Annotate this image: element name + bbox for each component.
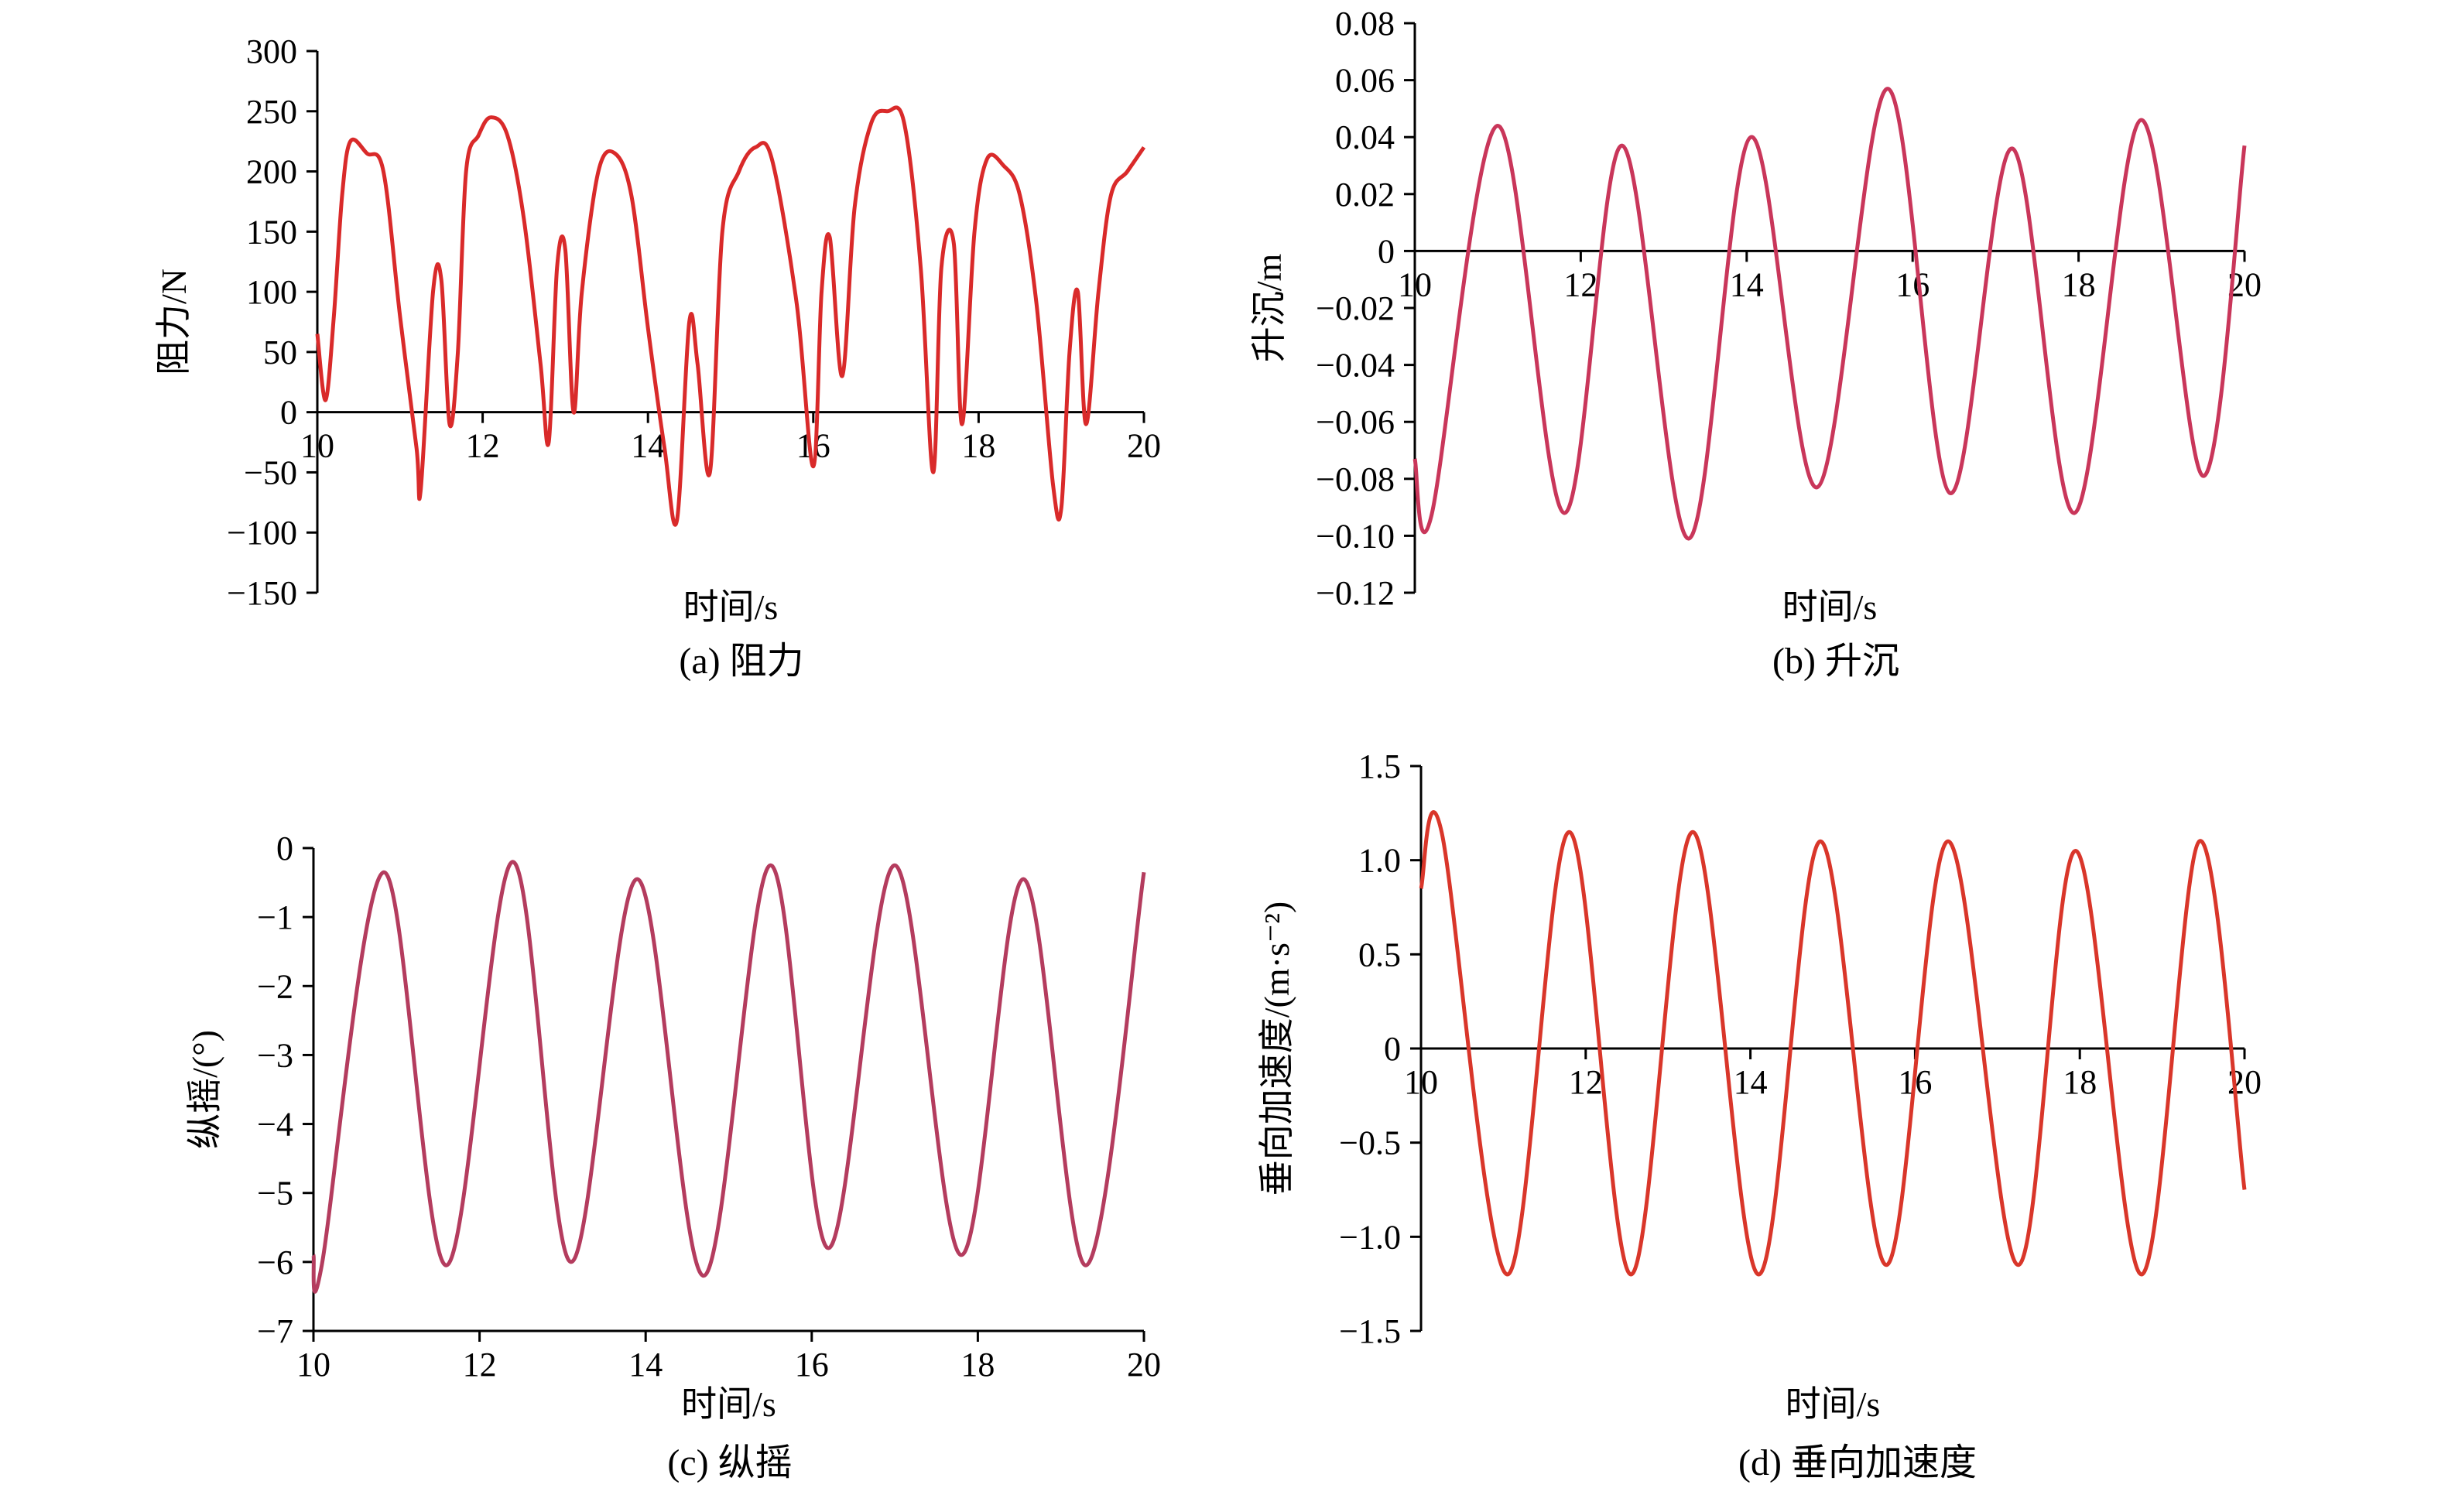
y-tick-label: 0.06 — [1335, 62, 1395, 100]
y-tick-label: 1.5 — [1358, 747, 1401, 785]
y-tick-label: 0 — [280, 394, 297, 432]
chart-b: −0.12 −0.10 −0.08 −0.06 −0.04 −0.02 0 0.02 0.04 0… — [1249, 5, 2262, 682]
y-tick-label: −50 — [244, 453, 297, 491]
x-tick-label: 18 — [2063, 1063, 2097, 1101]
y-tick-label: −2 — [257, 967, 293, 1005]
y-tick-label: −5 — [257, 1175, 293, 1213]
y-axis-label: 纵摇/(°) — [185, 1030, 224, 1149]
y-tick-label: 50 — [263, 334, 297, 371]
y-tick-label: −7 — [257, 1312, 293, 1350]
y-tick-label: −0.06 — [1316, 403, 1395, 441]
chart-caption: (c) 纵摇 — [667, 1442, 792, 1483]
x-tick-label: 12 — [463, 1346, 497, 1384]
x-tick-label: 12 — [1569, 1063, 1603, 1101]
y-tick-label: −3 — [257, 1036, 293, 1074]
chart-caption: (b) 升沉 — [1772, 641, 1899, 682]
y-tick-label: 0 — [276, 830, 293, 867]
y-tick-label: −0.12 — [1316, 574, 1395, 612]
y-tick-label: 0.5 — [1358, 936, 1401, 973]
y-tick-label: 0 — [1378, 232, 1395, 270]
y-tick-label: −4 — [257, 1106, 293, 1144]
y-tick-label: 200 — [246, 153, 297, 191]
y-tick-label: 0.08 — [1335, 5, 1395, 43]
x-tick-label: 10 — [1404, 1063, 1438, 1101]
y-tick-label: 250 — [246, 93, 297, 131]
chart-c: −7 −6 −5 −4 −3 −2 −1 0 10 12 14 16 18 20 时间/s 纵摇/(°) (c)… — [185, 830, 1161, 1483]
y-tick-label: −100 — [227, 514, 297, 552]
y-tick-label: 100 — [246, 273, 297, 311]
y-tick-label: −0.04 — [1316, 347, 1395, 385]
y-tick-label: −1.0 — [1339, 1218, 1401, 1256]
x-tick-label: 18 — [961, 427, 995, 465]
y-axis-label: 阻力/N — [154, 269, 193, 375]
y-tick-label: −1.5 — [1339, 1312, 1401, 1350]
x-tick-label: 20 — [1127, 1346, 1161, 1384]
x-tick-label: 14 — [631, 427, 665, 465]
x-axis-label: 时间/s — [1786, 1384, 1881, 1424]
y-tick-label: 0.04 — [1335, 118, 1395, 156]
x-tick-label: 12 — [1563, 265, 1597, 303]
x-tick-label: 16 — [1895, 265, 1930, 303]
y-tick-label: −150 — [227, 574, 297, 612]
y-tick-label: 150 — [246, 213, 297, 251]
x-tick-label: 14 — [1734, 1063, 1768, 1101]
chart-d: −1.5−1.0−0.500.51.01.510 12 14 16 18 20时间/s垂向… — [1257, 747, 2262, 1483]
y-tick-label: 1.0 — [1358, 842, 1401, 880]
chart-caption: (d) 垂向加速度 — [1738, 1442, 1977, 1483]
y-tick-label: −0.5 — [1339, 1124, 1401, 1162]
y-tick-label: 300 — [246, 32, 297, 70]
x-tick-label: 14 — [628, 1346, 663, 1384]
x-axis-label: 时间/s — [681, 1384, 776, 1424]
x-tick-label: 14 — [1730, 265, 1764, 303]
chart-caption: (a) 阻力 — [679, 641, 803, 682]
x-axis-label: 时间/s — [683, 587, 779, 627]
y-tick-label: −0.02 — [1316, 289, 1395, 327]
y-axis-label: 垂向加速度/(m·s⁻²) — [1257, 901, 1296, 1196]
y-axis-label: 升沉/m — [1249, 254, 1289, 363]
x-tick-label: 10 — [1398, 265, 1432, 303]
x-tick-label: 18 — [960, 1346, 995, 1384]
series-line — [1412, 87, 2247, 541]
x-tick-label: 12 — [466, 427, 500, 465]
x-tick-label: 16 — [795, 1346, 829, 1384]
x-tick-label: 18 — [2062, 265, 2096, 303]
series-line — [315, 105, 1146, 527]
x-tick-label: 20 — [1127, 427, 1161, 465]
x-tick-label: 10 — [300, 427, 334, 465]
series-line — [1419, 810, 2247, 1277]
y-tick-label: −1 — [257, 898, 293, 936]
y-tick-label: −6 — [257, 1243, 293, 1281]
y-tick-label: −0.10 — [1316, 517, 1395, 555]
y-tick-label: 0 — [1384, 1030, 1401, 1068]
series-line — [311, 860, 1146, 1294]
x-axis-label: 时间/s — [1782, 587, 1878, 627]
y-tick-label: 0.02 — [1335, 176, 1395, 214]
x-tick-label: 10 — [296, 1346, 330, 1384]
y-tick-label: −0.08 — [1316, 460, 1395, 498]
